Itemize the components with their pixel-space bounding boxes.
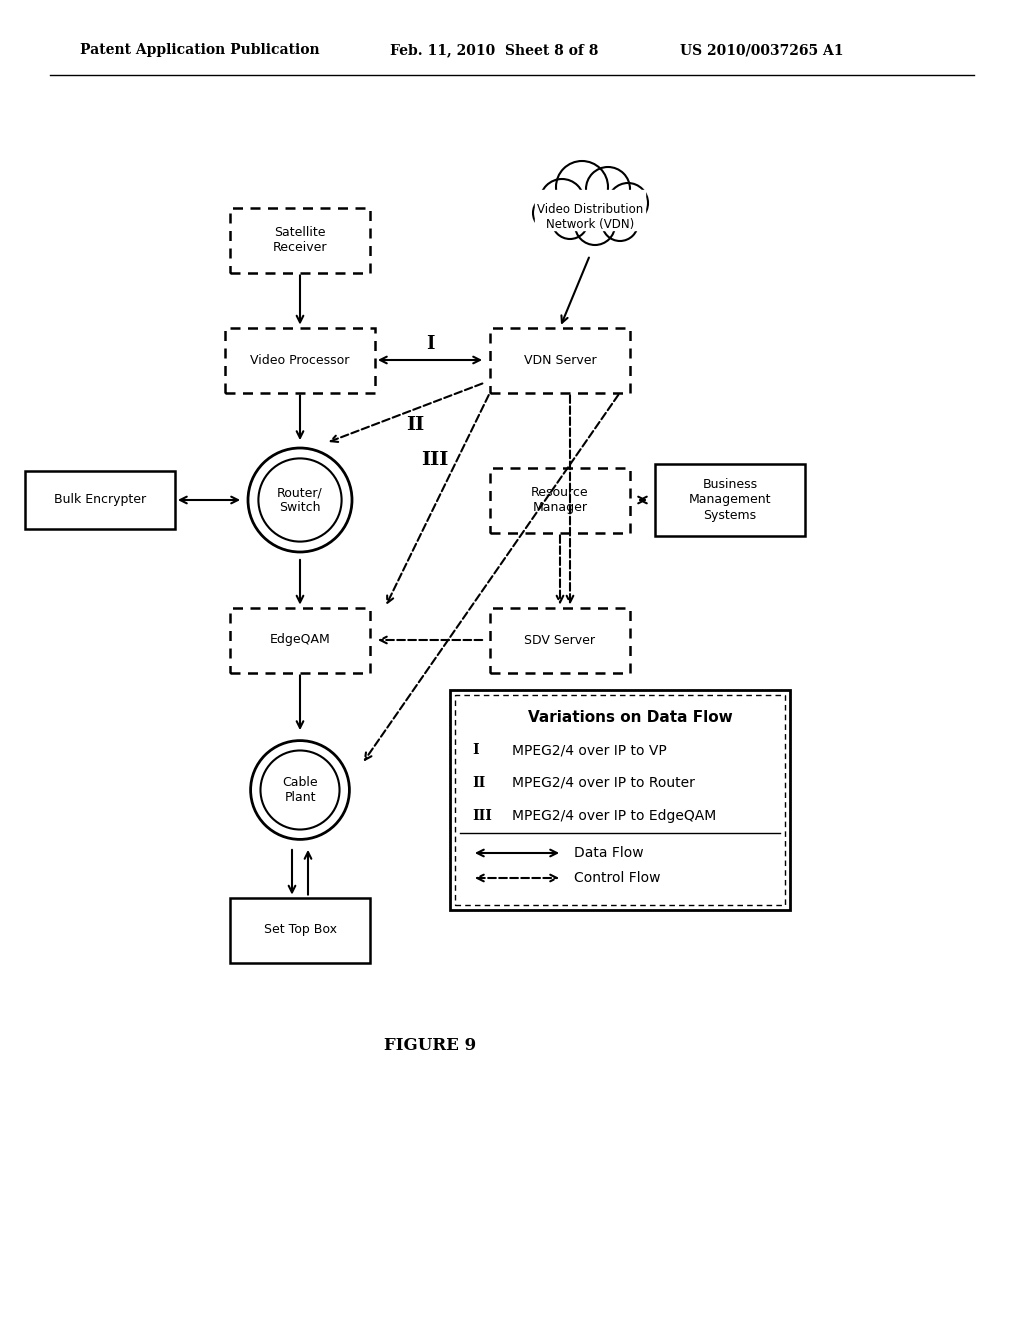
Text: Variations on Data Flow: Variations on Data Flow: [527, 710, 732, 726]
Text: VDN Server: VDN Server: [523, 354, 596, 367]
Text: Cable
Plant: Cable Plant: [283, 776, 317, 804]
FancyBboxPatch shape: [490, 327, 630, 392]
Text: Resource
Manager: Resource Manager: [531, 486, 589, 513]
Circle shape: [258, 458, 342, 541]
Circle shape: [251, 741, 349, 840]
Text: Video Processor: Video Processor: [250, 354, 349, 367]
Text: Bulk Encrypter: Bulk Encrypter: [54, 494, 146, 507]
Text: Business
Management
Systems: Business Management Systems: [689, 479, 771, 521]
Text: MPEG2/4 over IP to Router: MPEG2/4 over IP to Router: [512, 776, 695, 789]
Circle shape: [586, 168, 630, 211]
Text: Set Top Box: Set Top Box: [263, 924, 337, 936]
Text: MPEG2/4 over IP to VP: MPEG2/4 over IP to VP: [512, 743, 667, 756]
FancyBboxPatch shape: [490, 467, 630, 532]
Text: Control Flow: Control Flow: [574, 871, 660, 884]
FancyBboxPatch shape: [655, 465, 805, 536]
Text: Data Flow: Data Flow: [574, 846, 644, 861]
FancyBboxPatch shape: [450, 690, 790, 909]
Text: MPEG2/4 over IP to EdgeQAM: MPEG2/4 over IP to EdgeQAM: [512, 809, 716, 822]
Text: III: III: [421, 451, 449, 469]
Text: Router/
Switch: Router/ Switch: [278, 486, 323, 513]
Text: US 2010/0037265 A1: US 2010/0037265 A1: [680, 44, 844, 57]
Text: Feb. 11, 2010  Sheet 8 of 8: Feb. 11, 2010 Sheet 8 of 8: [390, 44, 598, 57]
Text: FIGURE 9: FIGURE 9: [384, 1036, 476, 1053]
Circle shape: [552, 203, 588, 239]
Circle shape: [556, 161, 608, 213]
Text: Video Distribution
Network (VDN): Video Distribution Network (VDN): [537, 203, 643, 231]
Text: SDV Server: SDV Server: [524, 634, 596, 647]
Text: III: III: [472, 809, 492, 822]
Text: EdgeQAM: EdgeQAM: [269, 634, 331, 647]
Circle shape: [534, 195, 567, 230]
Circle shape: [540, 180, 584, 223]
FancyBboxPatch shape: [230, 898, 370, 962]
Text: Satellite
Receiver: Satellite Receiver: [272, 226, 328, 253]
Circle shape: [602, 205, 638, 242]
Circle shape: [260, 751, 340, 829]
FancyBboxPatch shape: [230, 207, 370, 272]
FancyBboxPatch shape: [225, 327, 375, 392]
Bar: [535, 190, 645, 230]
Text: II: II: [406, 416, 424, 434]
Text: I: I: [472, 743, 478, 756]
Circle shape: [608, 183, 648, 223]
Text: II: II: [472, 776, 485, 789]
FancyBboxPatch shape: [25, 471, 175, 529]
Text: Patent Application Publication: Patent Application Publication: [80, 44, 319, 57]
Circle shape: [248, 447, 352, 552]
FancyBboxPatch shape: [230, 607, 370, 672]
Circle shape: [575, 205, 615, 246]
FancyBboxPatch shape: [490, 607, 630, 672]
Text: I: I: [426, 335, 434, 352]
